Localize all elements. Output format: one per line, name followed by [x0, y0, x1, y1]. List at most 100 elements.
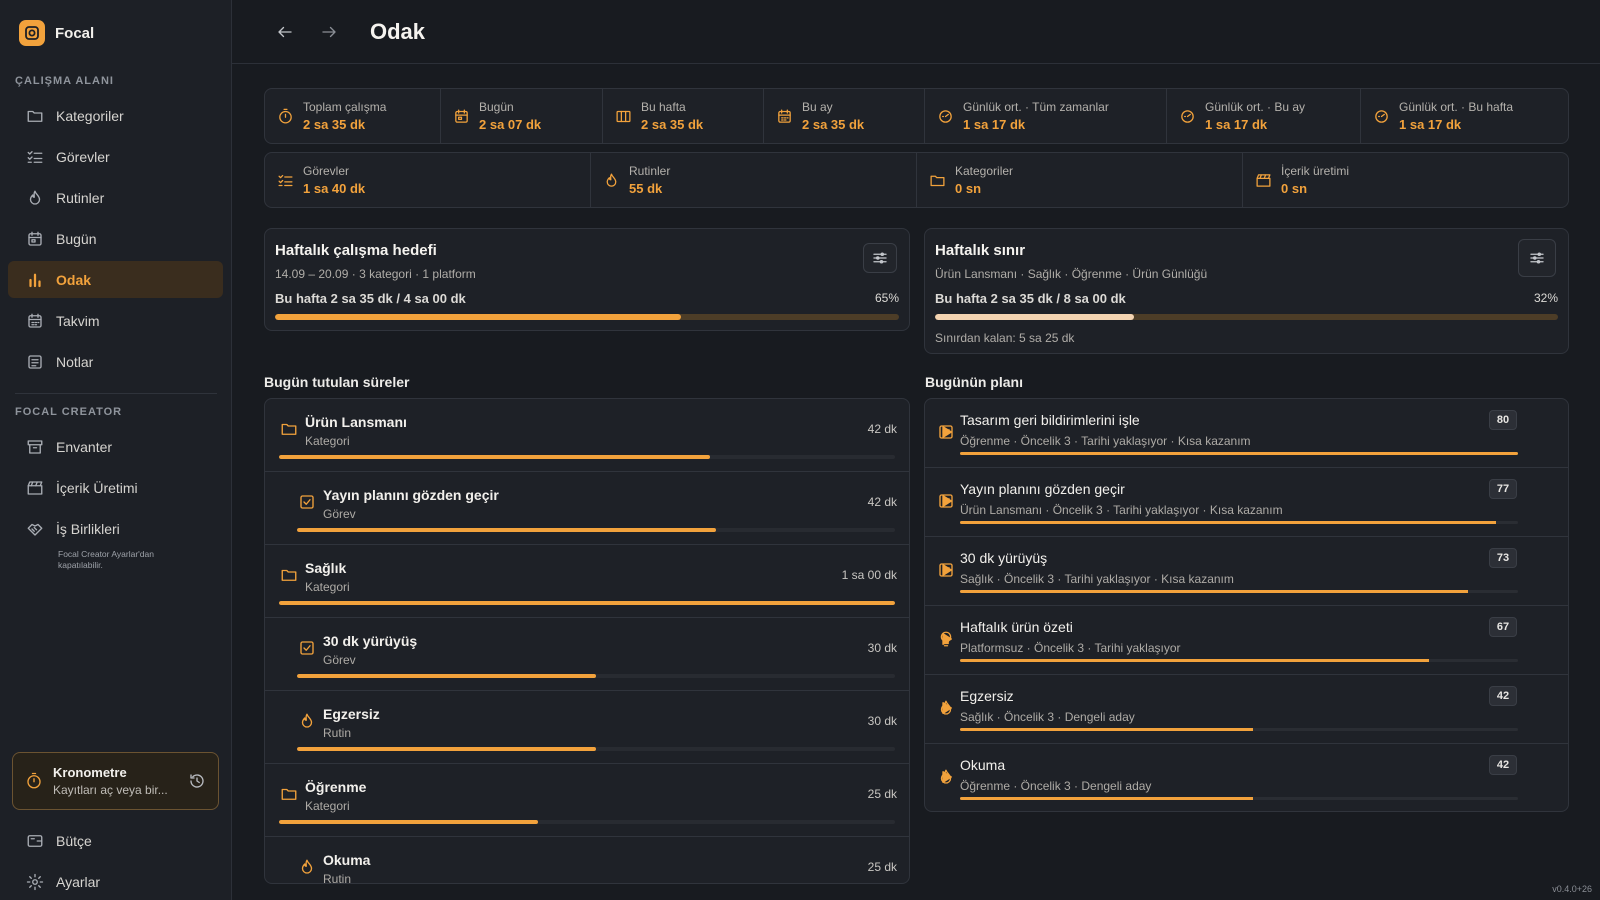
sidebar-item-label: Rutinler	[56, 189, 105, 206]
stat-this-month: Bu ay 2 sa 35 dk	[764, 89, 925, 143]
list-item[interactable]: Tasarım geri bildirimlerini işle Öğrenme…	[925, 399, 1568, 468]
weekly-goal-settings-button[interactable]	[863, 243, 897, 273]
stat-total: Toplam çalışma 2 sa 35 dk	[265, 89, 441, 143]
list-item[interactable]: Okuma Rutin 25 dk	[265, 837, 909, 884]
play-icon[interactable]	[937, 630, 955, 648]
weekly-limit-settings-button[interactable]	[1518, 239, 1556, 277]
play-icon[interactable]	[937, 561, 955, 579]
stat-value: 1 sa 17 dk	[1399, 117, 1462, 132]
sidebar-item-takvim[interactable]: Takvim	[8, 302, 223, 339]
stat-tasks: Görevler 1 sa 40 dk	[265, 153, 591, 207]
gauge-icon	[1181, 109, 1194, 123]
item-time: 25 dk	[867, 787, 897, 801]
sidebar-item-envanter[interactable]: Envanter	[8, 428, 223, 465]
progress-fill	[279, 820, 538, 824]
stat-this-week: Bu hafta 2 sa 35 dk	[603, 89, 764, 143]
list-item[interactable]: Egzersiz Rutin 30 dk	[265, 691, 909, 764]
list-item[interactable]: Öğrenme Kategori 25 dk	[265, 764, 909, 837]
stat-value: 2 sa 35 dk	[641, 117, 704, 132]
item-kind: Rutin	[323, 726, 352, 740]
stat-daily-avg-all: Günlük ort. · Tüm zamanlar 1 sa 17 dk	[925, 89, 1167, 143]
stopwatch-icon	[27, 772, 41, 789]
sidebar-item-odak[interactable]: Odak	[8, 261, 223, 298]
list-item[interactable]: Ürün Lansmanı Kategori 42 dk	[265, 399, 909, 472]
sidebar-item-kategoriler[interactable]: Kategoriler	[8, 97, 223, 134]
list-item[interactable]: 30 dk yürüyüş Görev 30 dk	[265, 618, 909, 691]
play-icon[interactable]	[937, 492, 955, 510]
stat-label: Bu hafta	[641, 100, 686, 114]
sidebar-item-is-birlikleri[interactable]: İş Birlikleri	[8, 510, 223, 547]
progress-fill	[297, 747, 596, 751]
list-item[interactable]: Yayın planını gözden geçir Görev 42 dk	[265, 472, 909, 545]
sidebar-item-ayarlar[interactable]: Ayarlar	[8, 863, 223, 900]
item-progress-bar	[297, 674, 895, 678]
sidebar-item-icerik-uretimi[interactable]: İçerik Üretimi	[8, 469, 223, 506]
play-icon[interactable]	[937, 768, 955, 786]
item-name: 30 dk yürüyüş	[960, 550, 1048, 566]
flame-icon	[301, 859, 313, 874]
gear-icon	[26, 873, 44, 890]
folder-icon	[930, 175, 945, 186]
sidebar-item-notlar[interactable]: Notlar	[8, 343, 223, 380]
sidebar-item-rutinler[interactable]: Rutinler	[8, 179, 223, 216]
flame-icon	[29, 190, 41, 205]
history-icon[interactable]	[188, 772, 206, 790]
progress-fill	[960, 452, 1518, 455]
item-name: Okuma	[323, 852, 371, 868]
checklist-icon	[27, 150, 43, 163]
sidebar-item-gorevler[interactable]: Görevler	[8, 138, 223, 175]
play-icon[interactable]	[937, 423, 955, 441]
folder-icon	[27, 110, 43, 122]
creator-section-label: FOCAL CREATOR	[15, 406, 123, 418]
progress-fill	[297, 528, 716, 532]
score-badge: 42	[1489, 755, 1517, 775]
calendar-icon	[778, 108, 791, 123]
sidebar-item-label: Bütçe	[56, 832, 92, 849]
progress-fill	[960, 728, 1253, 731]
item-progress-bar	[960, 797, 1518, 800]
forward-arrow-icon[interactable]	[320, 23, 338, 41]
progress-fill	[275, 314, 681, 320]
list-item[interactable]: Yayın planını gözden geçir Ürün Lansmanı…	[925, 468, 1568, 537]
list-item[interactable]: Haftalık ürün özeti Platformsuz · Önceli…	[925, 606, 1568, 675]
weekly-goal-card: Haftalık çalışma hedefi 14.09 – 20.09 · …	[264, 228, 910, 331]
play-icon[interactable]	[937, 699, 955, 717]
weekly-limit-remaining: Sınırdan kalan: 5 sa 25 dk	[935, 331, 1075, 345]
stat-value: 0 sn	[1281, 181, 1308, 196]
sidebar-item-label: Bugün	[56, 230, 97, 247]
flame-icon	[606, 172, 617, 187]
list-item[interactable]: Egzersiz Sağlık · Öncelik 3 · Dengeli ad…	[925, 675, 1568, 744]
stat-label: Kategoriler	[955, 164, 1014, 178]
sidebar-item-label: İş Birlikleri	[56, 520, 120, 537]
stat-label: Görevler	[303, 164, 350, 178]
clapper-icon	[27, 480, 43, 495]
list-item[interactable]: Okuma Öğrenme · Öncelik 3 · Dengeli aday…	[925, 744, 1568, 811]
back-arrow-icon[interactable]	[276, 23, 294, 41]
wallet-icon	[27, 834, 43, 847]
item-meta: Öğrenme · Öncelik 3 · Dengeli aday	[960, 779, 1152, 793]
progress-fill	[960, 797, 1253, 800]
calendar-icon	[28, 313, 42, 328]
progress-fill	[279, 601, 895, 605]
sliders-icon	[873, 252, 887, 264]
stat-routines: Rutinler 55 dk	[591, 153, 917, 207]
item-name: Haftalık ürün özeti	[960, 619, 1073, 635]
stat-label: Bu ay	[802, 100, 833, 114]
list-item[interactable]: 30 dk yürüyüş Sağlık · Öncelik 3 · Tarih…	[925, 537, 1568, 606]
weekly-limit-progress-bar	[935, 314, 1558, 320]
item-kind: Rutin	[323, 872, 352, 884]
sidebar-item-butce[interactable]: Bütçe	[8, 822, 223, 859]
item-time: 25 dk	[867, 860, 897, 874]
stat-value: 55 dk	[629, 181, 663, 196]
brand[interactable]: Focal	[19, 20, 94, 46]
list-item[interactable]: Sağlık Kategori 1 sa 00 dk	[265, 545, 909, 618]
weekly-limit-percent: 32%	[1533, 291, 1558, 305]
week-columns-icon	[616, 110, 631, 122]
sidebar-item-bugun[interactable]: Bugün	[8, 220, 223, 257]
flame-icon	[301, 713, 313, 728]
gauge-icon	[1375, 109, 1388, 123]
checkbox-icon	[300, 641, 314, 655]
workspace-section-label: ÇALIŞMA ALANI	[15, 75, 114, 87]
stopwatch-widget[interactable]: Kronometre Kayıtları aç veya bir...	[12, 752, 219, 810]
stat-value: 2 sa 35 dk	[802, 117, 865, 132]
